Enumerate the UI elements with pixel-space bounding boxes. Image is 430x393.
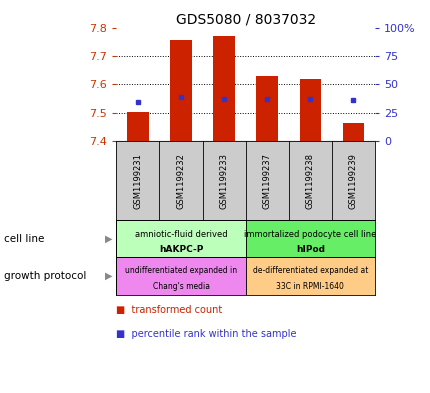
Text: growth protocol: growth protocol: [4, 271, 86, 281]
Text: ■  percentile rank within the sample: ■ percentile rank within the sample: [116, 329, 296, 339]
Text: hAKPC-P: hAKPC-P: [159, 245, 203, 254]
Text: immortalized podocyte cell line: immortalized podocyte cell line: [243, 230, 376, 239]
Text: amniotic-fluid derived: amniotic-fluid derived: [135, 230, 227, 239]
Bar: [116, 257, 245, 295]
Text: GSM1199232: GSM1199232: [176, 153, 185, 209]
Bar: [245, 220, 374, 257]
Text: ▶: ▶: [104, 234, 112, 244]
Text: ■  transformed count: ■ transformed count: [116, 305, 222, 316]
Bar: [116, 220, 245, 257]
Bar: [299, 79, 320, 141]
Text: de-differentiated expanded at: de-differentiated expanded at: [252, 266, 367, 275]
Bar: [170, 40, 191, 141]
Text: Chang's media: Chang's media: [152, 282, 209, 291]
Title: GDS5080 / 8037032: GDS5080 / 8037032: [175, 12, 315, 26]
Text: GSM1199238: GSM1199238: [305, 153, 314, 209]
Text: cell line: cell line: [4, 234, 45, 244]
Text: GSM1199237: GSM1199237: [262, 153, 271, 209]
Bar: [213, 36, 234, 141]
Bar: [256, 76, 277, 141]
Text: GSM1199231: GSM1199231: [133, 153, 142, 209]
Text: ▶: ▶: [104, 271, 112, 281]
Bar: [127, 112, 148, 141]
Text: GSM1199233: GSM1199233: [219, 153, 228, 209]
Bar: [342, 123, 363, 141]
Bar: [245, 257, 374, 295]
Text: 33C in RPMI-1640: 33C in RPMI-1640: [276, 282, 344, 291]
Text: undifferentiated expanded in: undifferentiated expanded in: [125, 266, 236, 275]
Text: GSM1199239: GSM1199239: [348, 153, 357, 209]
Text: hIPod: hIPod: [295, 245, 324, 254]
